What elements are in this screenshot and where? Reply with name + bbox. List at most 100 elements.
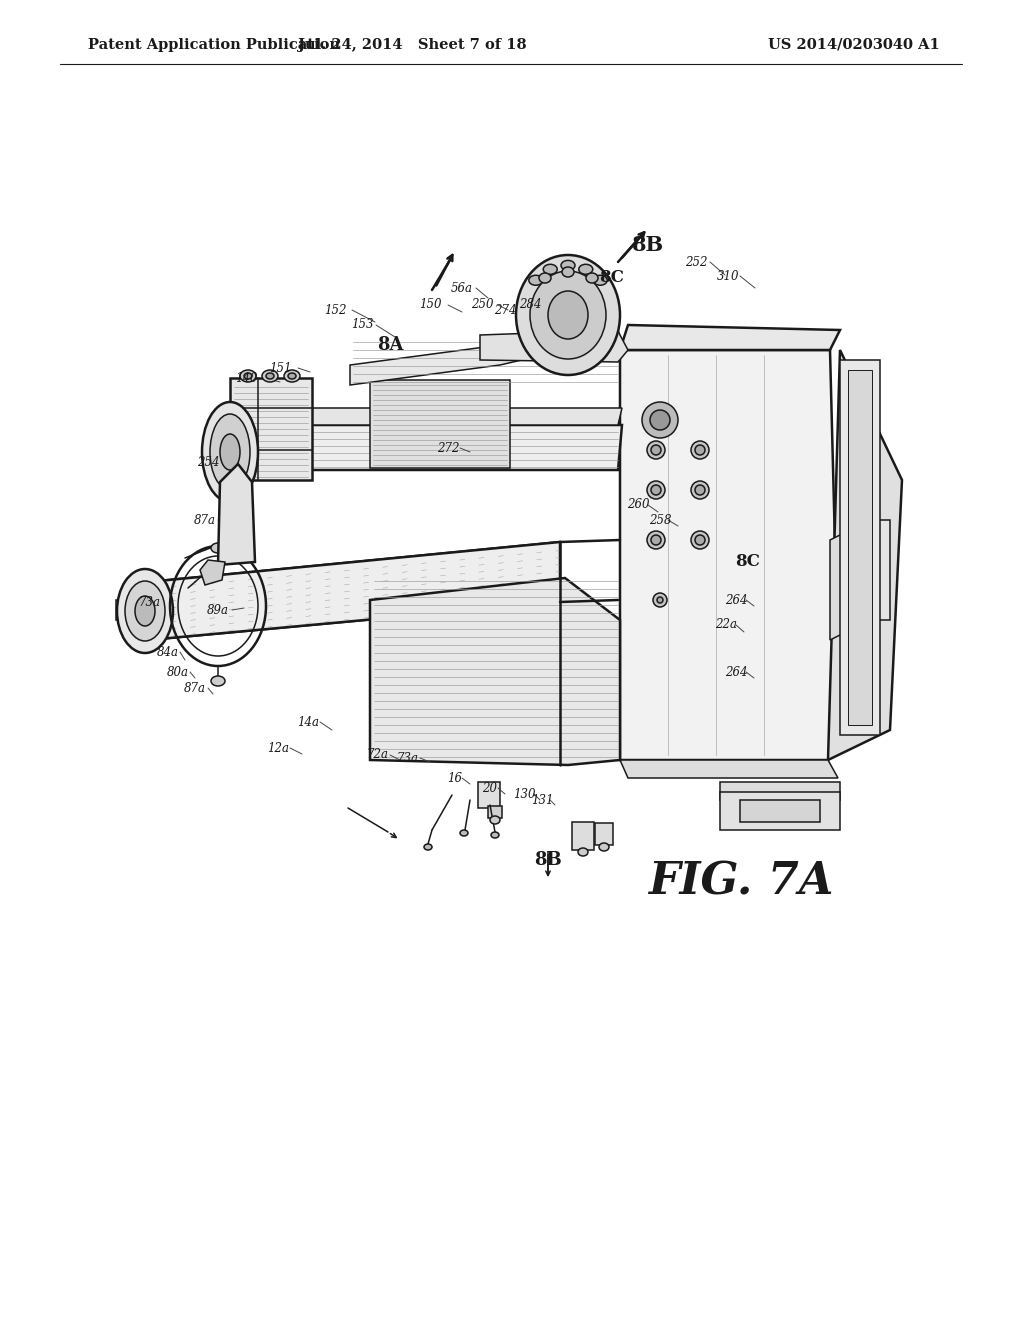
Text: 274: 274	[494, 304, 516, 317]
Ellipse shape	[651, 535, 662, 545]
Ellipse shape	[211, 676, 225, 686]
Text: 22a: 22a	[715, 619, 737, 631]
Bar	[595, 822, 613, 845]
Ellipse shape	[240, 370, 256, 381]
Ellipse shape	[691, 531, 709, 549]
Polygon shape	[258, 425, 622, 470]
Ellipse shape	[262, 370, 278, 381]
Bar	[116, 601, 142, 620]
Text: 284: 284	[519, 297, 542, 310]
Ellipse shape	[135, 597, 155, 626]
Polygon shape	[480, 330, 628, 362]
Bar	[230, 378, 312, 480]
Text: 8B: 8B	[632, 235, 664, 255]
Text: 72a: 72a	[367, 748, 389, 762]
Text: 73a: 73a	[139, 595, 161, 609]
Ellipse shape	[695, 535, 705, 545]
Text: 260: 260	[627, 499, 649, 511]
Polygon shape	[258, 408, 622, 425]
Polygon shape	[620, 325, 840, 350]
Text: 250: 250	[471, 298, 494, 312]
Ellipse shape	[695, 484, 705, 495]
Ellipse shape	[657, 597, 663, 603]
Ellipse shape	[599, 843, 609, 851]
Bar	[848, 370, 872, 725]
Bar	[720, 792, 840, 830]
Text: 264: 264	[725, 594, 748, 606]
Ellipse shape	[288, 374, 296, 379]
Polygon shape	[830, 520, 870, 640]
Text: 89a: 89a	[207, 603, 229, 616]
Text: 130: 130	[513, 788, 536, 800]
Ellipse shape	[647, 441, 665, 459]
Polygon shape	[370, 578, 620, 766]
Ellipse shape	[244, 374, 252, 379]
Ellipse shape	[695, 445, 705, 455]
Bar	[478, 781, 500, 808]
Text: 153: 153	[351, 318, 374, 331]
Text: Patent Application Publication: Patent Application Publication	[88, 38, 340, 51]
Ellipse shape	[579, 264, 593, 275]
Polygon shape	[148, 543, 560, 640]
Ellipse shape	[220, 434, 240, 470]
Ellipse shape	[210, 414, 250, 490]
Ellipse shape	[460, 830, 468, 836]
Text: Jul. 24, 2014   Sheet 7 of 18: Jul. 24, 2014 Sheet 7 of 18	[298, 38, 526, 51]
Ellipse shape	[647, 480, 665, 499]
Text: 151: 151	[268, 362, 291, 375]
Ellipse shape	[490, 816, 500, 824]
Text: 14a: 14a	[297, 715, 319, 729]
Polygon shape	[620, 760, 838, 777]
Text: 140: 140	[234, 371, 257, 384]
Text: 56a: 56a	[451, 281, 473, 294]
Text: FIG. 7A: FIG. 7A	[648, 861, 834, 903]
Polygon shape	[720, 781, 840, 800]
Ellipse shape	[539, 273, 551, 282]
Polygon shape	[200, 560, 225, 585]
Bar	[840, 360, 880, 735]
Text: 254: 254	[197, 455, 219, 469]
Text: 252: 252	[685, 256, 708, 268]
Ellipse shape	[578, 847, 588, 855]
Bar	[572, 822, 594, 850]
Ellipse shape	[691, 441, 709, 459]
Ellipse shape	[642, 403, 678, 438]
Ellipse shape	[266, 374, 274, 379]
Text: 150: 150	[419, 298, 441, 312]
Ellipse shape	[125, 581, 165, 642]
Text: 8B: 8B	[535, 851, 562, 869]
Bar	[868, 520, 890, 620]
Ellipse shape	[586, 273, 598, 282]
Text: 258: 258	[649, 513, 672, 527]
Ellipse shape	[211, 543, 225, 553]
Ellipse shape	[528, 276, 543, 285]
Ellipse shape	[530, 271, 606, 359]
Bar	[370, 380, 510, 469]
Ellipse shape	[691, 480, 709, 499]
Ellipse shape	[117, 569, 173, 653]
Text: 87a: 87a	[194, 513, 216, 527]
Text: 80a: 80a	[167, 665, 189, 678]
Ellipse shape	[516, 255, 620, 375]
Text: 73a: 73a	[397, 751, 419, 764]
Polygon shape	[620, 350, 840, 760]
Text: 264: 264	[725, 665, 748, 678]
Text: 87a: 87a	[184, 681, 206, 694]
Ellipse shape	[653, 593, 667, 607]
Text: 8C: 8C	[735, 553, 761, 570]
Text: 16: 16	[447, 771, 463, 784]
Ellipse shape	[650, 411, 670, 430]
Text: US 2014/0203040 A1: US 2014/0203040 A1	[768, 38, 940, 51]
Ellipse shape	[544, 264, 557, 275]
Ellipse shape	[490, 832, 499, 838]
Ellipse shape	[202, 403, 258, 502]
Ellipse shape	[651, 445, 662, 455]
Ellipse shape	[651, 484, 662, 495]
Text: 152: 152	[324, 304, 346, 317]
Ellipse shape	[593, 276, 607, 285]
Text: 8C: 8C	[600, 269, 625, 286]
Ellipse shape	[548, 290, 588, 339]
Ellipse shape	[424, 843, 432, 850]
Polygon shape	[350, 333, 620, 385]
Ellipse shape	[562, 267, 574, 277]
